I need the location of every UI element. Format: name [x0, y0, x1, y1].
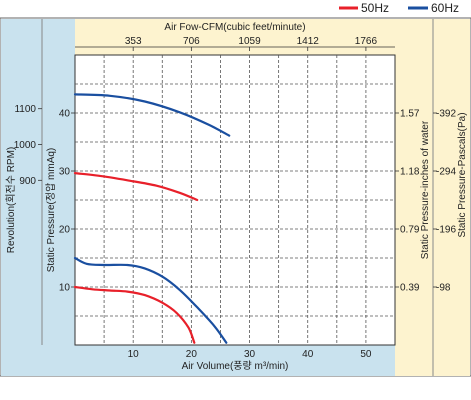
x-tick-label: 50: [360, 349, 372, 360]
pascal-tick-label: -294: [436, 167, 456, 178]
inches-axis-title: Static Pressure-inches of water: [420, 120, 431, 259]
pressure-axis-title: Static Pressure(정압 mmAq): [44, 148, 57, 273]
curves: [73, 93, 231, 344]
x-tick-label: 10: [128, 349, 140, 360]
inches-tick-label: 1.18: [400, 167, 420, 178]
curve-pressure-50hz: [73, 285, 196, 344]
pascal-tick-label: -98: [436, 283, 451, 294]
top-tick-label: 1766: [355, 36, 378, 47]
x-tick-label: 30: [244, 349, 256, 360]
revolution-tick-label: 1000: [14, 140, 37, 151]
top-tick-label: 1412: [297, 36, 320, 47]
pressure-tick-label: 20: [59, 225, 71, 236]
pressure-tick-label: 30: [59, 167, 71, 178]
top-axis-band: [75, 19, 395, 55]
legend: 50Hz 60Hz: [339, 1, 459, 15]
inches-tick-label: 0.79: [400, 225, 420, 236]
tick-labels: 10 20 30 40 50 353 706 1059 1412 1766 10 20 30 40 1100…: [14, 36, 457, 360]
revolution-tick-label: 1100: [14, 104, 36, 115]
revolution-tick-label: 900: [19, 176, 36, 187]
revolution-axis-title: Revolution(회전수 RPM): [5, 147, 17, 254]
top-axis-title: Air Fow-CFM(cubic feet/minute): [164, 22, 305, 33]
pascal-tick-label: -196: [436, 225, 456, 236]
pressure-tick-label: 10: [59, 283, 71, 294]
x-tick-label: 40: [302, 349, 314, 360]
legend-label-60hz: 60Hz: [431, 1, 459, 15]
inches-tick-label: 1.57: [400, 109, 420, 120]
top-tick-label: 353: [125, 36, 142, 47]
inches-tick-label: 0.39: [400, 283, 420, 294]
legend-label-50hz: 50Hz: [361, 1, 389, 15]
grid-lines: [75, 46, 395, 345]
top-tick-label: 706: [183, 36, 200, 47]
x-tick-label: 20: [186, 349, 198, 360]
pascal-axis-title: Static Pressure-Pascals(Pa): [457, 112, 468, 237]
top-tick-label: 1059: [238, 36, 261, 47]
curve-revolution-60hz: [73, 93, 231, 137]
pascal-tick-label: -392: [436, 109, 456, 120]
chart-frame: [0, 17, 471, 377]
x-axis-title: Air Volume(풍량 m³/min): [182, 360, 289, 372]
curve-pressure-60hz: [73, 256, 228, 344]
left-axis-band: [1, 19, 75, 376]
pressure-tick-label: 40: [59, 109, 71, 120]
curve-revolution-50hz: [73, 172, 199, 202]
bottom-axis-band: [1, 345, 395, 376]
